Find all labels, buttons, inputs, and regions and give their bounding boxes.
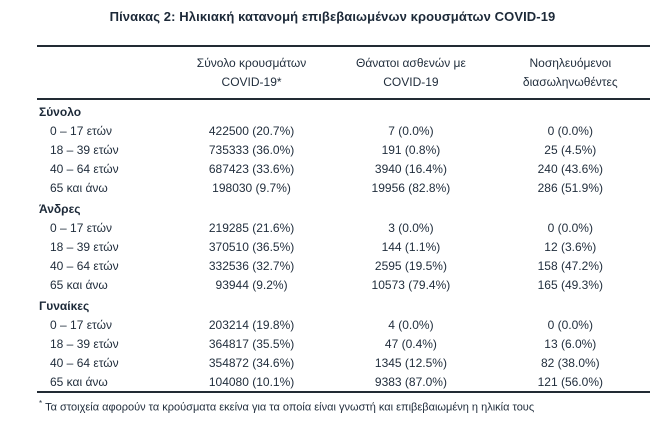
age-group-cell: 18 – 39 ετών	[50, 239, 119, 254]
table-row: 65 και άνω 104080 (10.1%) 9383 (87.0%) 1…	[37, 372, 650, 392]
deaths-cell: 2595 (19.5%)	[374, 258, 447, 273]
table-row: 0 – 17 ετών 219285 (21.6%) 3 (0.0%) 0 (0…	[37, 218, 650, 237]
deaths-cell: 3 (0.0%)	[388, 220, 434, 235]
age-group-cell: 65 και άνω	[50, 374, 108, 389]
intubated-cell: 0 (0.0%)	[547, 220, 593, 235]
intubated-cell: 25 (4.5%)	[544, 142, 597, 157]
header-intubated-line1: Νοσηλευόμενοι	[529, 56, 612, 70]
deaths-cell: 47 (0.4%)	[384, 336, 437, 351]
table-row: 18 – 39 ετών 364817 (35.5%) 47 (0.4%) 13…	[37, 334, 650, 353]
table-row: 0 – 17 ετών 203214 (19.8%) 4 (0.0%) 0 (0…	[37, 315, 650, 334]
intubated-cell: 286 (51.9%)	[537, 180, 603, 195]
intubated-cell: 82 (38.0%)	[540, 355, 600, 370]
age-group-cell: 18 – 39 ετών	[50, 336, 119, 351]
cases-cell: 687423 (33.6%)	[208, 161, 295, 176]
table-footnote: * Τα στοιχεία αφορούν τα κρούσματα εκείνα…	[37, 397, 650, 415]
age-distribution-table-container: Σύνολο κρουσμάτων COVID-19* Θάνατοι ασθε…	[37, 45, 650, 415]
header-deaths-line2: COVID-19	[383, 75, 439, 89]
header-deaths-line1: Θάνατοι ασθενών με	[356, 56, 466, 70]
deaths-cell: 1345 (12.5%)	[374, 355, 447, 370]
age-group-cell: 65 και άνω	[50, 277, 108, 292]
deaths-cell: 3940 (16.4%)	[374, 161, 447, 176]
age-distribution-table: Σύνολο κρουσμάτων COVID-19* Θάνατοι ασθε…	[37, 45, 650, 393]
section-label: Γυναίκες	[39, 298, 90, 313]
section-row-men: Άνδρες	[37, 197, 650, 218]
cases-cell: 203214 (19.8%)	[208, 317, 295, 332]
age-group-cell: 40 – 64 ετών	[50, 161, 119, 176]
footnote-text: Τα στοιχεία αφορούν τα κρούσματα εκείνα …	[45, 401, 535, 414]
header-total-cases-line2: COVID-19*	[221, 75, 282, 89]
deaths-cell: 191 (0.8%)	[381, 142, 441, 157]
table-body: Σύνολο 0 – 17 ετών 422500 (20.7%) 7 (0.0…	[37, 99, 650, 392]
cases-cell: 364817 (35.5%)	[208, 336, 295, 351]
intubated-cell: 12 (3.6%)	[544, 239, 597, 254]
intubated-cell: 0 (0.0%)	[547, 317, 593, 332]
table-row: 0 – 17 ετών 422500 (20.7%) 7 (0.0%) 0 (0…	[37, 121, 650, 140]
cases-cell: 198030 (9.7%)	[212, 180, 291, 195]
table-row: 18 – 39 ετών 735333 (36.0%) 191 (0.8%) 2…	[37, 140, 650, 159]
table-row: 65 και άνω 93944 (9.2%) 10573 (79.4%) 16…	[37, 275, 650, 294]
intubated-cell: 13 (6.0%)	[544, 336, 597, 351]
deaths-cell: 7 (0.0%)	[388, 123, 434, 138]
table-header: Σύνολο κρουσμάτων COVID-19* Θάνατοι ασθε…	[37, 45, 650, 100]
intubated-cell: 0 (0.0%)	[547, 123, 593, 138]
cases-cell: 354872 (34.6%)	[208, 355, 295, 370]
header-intubated: Νοσηλευόμενοι διασωληνωθέντες	[490, 45, 650, 100]
age-group-cell: 0 – 17 ετών	[50, 220, 112, 235]
header-row: Σύνολο κρουσμάτων COVID-19* Θάνατοι ασθε…	[37, 45, 650, 100]
intubated-cell: 158 (47.2%)	[537, 258, 603, 273]
age-group-cell: 40 – 64 ετών	[50, 258, 119, 273]
table-row: 65 και άνω 198030 (9.7%) 19956 (82.8%) 2…	[37, 178, 650, 197]
footnote-asterisk: *	[39, 399, 43, 408]
intubated-cell: 165 (49.3%)	[537, 277, 603, 292]
section-row-women: Γυναίκες	[37, 294, 650, 315]
cases-cell: 332536 (32.7%)	[208, 258, 295, 273]
intubated-cell: 240 (43.6%)	[537, 161, 603, 176]
page-title: Πίνακας 2: Ηλικιακή κατανομή επιβεβαιωμέ…	[109, 9, 556, 24]
deaths-cell: 4 (0.0%)	[388, 317, 434, 332]
table-row: 18 – 39 ετών 370510 (36.5%) 144 (1.1%) 1…	[37, 237, 650, 256]
section-label: Σύνολο	[39, 104, 82, 119]
header-intubated-line2: διασωληνωθέντες	[522, 75, 618, 89]
section-row-total: Σύνολο	[37, 99, 650, 121]
deaths-cell: 9383 (87.0%)	[374, 374, 447, 389]
cases-cell: 370510 (36.5%)	[208, 239, 295, 254]
cases-cell: 422500 (20.7%)	[208, 123, 295, 138]
header-empty-cell	[37, 45, 172, 100]
cases-cell: 735333 (36.0%)	[208, 142, 295, 157]
header-total-cases-line1: Σύνολο κρουσμάτων	[196, 56, 307, 70]
header-deaths: Θάνατοι ασθενών με COVID-19	[331, 45, 491, 100]
intubated-cell: 121 (56.0%)	[537, 374, 603, 389]
age-group-cell: 65 και άνω	[50, 180, 108, 195]
section-label: Άνδρες	[39, 201, 81, 216]
age-group-cell: 18 – 39 ετών	[50, 142, 119, 157]
header-total-cases: Σύνολο κρουσμάτων COVID-19*	[171, 45, 332, 100]
deaths-cell: 10573 (79.4%)	[371, 277, 451, 292]
table-row: 40 – 64 ετών 687423 (33.6%) 3940 (16.4%)…	[37, 159, 650, 178]
age-group-cell: 0 – 17 ετών	[50, 123, 112, 138]
table-row: 40 – 64 ετών 332536 (32.7%) 2595 (19.5%)…	[37, 256, 650, 275]
deaths-cell: 144 (1.1%)	[381, 239, 441, 254]
deaths-cell: 19956 (82.8%)	[371, 180, 451, 195]
table-row: 40 – 64 ετών 354872 (34.6%) 1345 (12.5%)…	[37, 353, 650, 372]
age-group-cell: 0 – 17 ετών	[50, 317, 112, 332]
age-group-cell: 40 – 64 ετών	[50, 355, 119, 370]
cases-cell: 219285 (21.6%)	[208, 220, 295, 235]
cases-cell: 93944 (9.2%)	[215, 277, 288, 292]
cases-cell: 104080 (10.1%)	[208, 374, 295, 389]
